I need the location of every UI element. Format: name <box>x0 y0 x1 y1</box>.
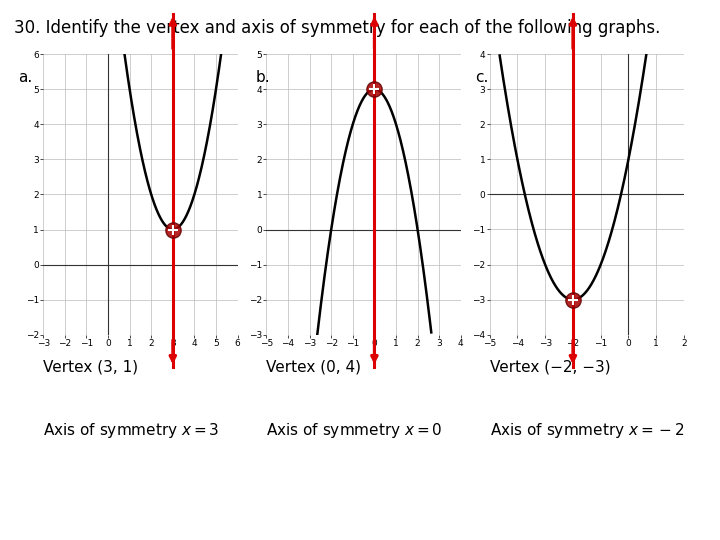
Text: Axis of symmetry $x = -2$: Axis of symmetry $x = -2$ <box>490 421 685 440</box>
Text: 30. Identify the vertex and axis of symmetry for each of the following graphs.: 30. Identify the vertex and axis of symm… <box>14 19 661 37</box>
Text: a.: a. <box>18 70 32 85</box>
Text: Vertex (−2, −3): Vertex (−2, −3) <box>490 359 611 374</box>
Text: c.: c. <box>475 70 489 85</box>
Text: Vertex (3, 1): Vertex (3, 1) <box>43 359 138 374</box>
Text: b.: b. <box>256 70 270 85</box>
Text: Vertex (0, 4): Vertex (0, 4) <box>266 359 361 374</box>
Text: Axis of symmetry $x = 0$: Axis of symmetry $x = 0$ <box>266 421 443 440</box>
Text: Axis of symmetry $x = 3$: Axis of symmetry $x = 3$ <box>43 421 220 440</box>
